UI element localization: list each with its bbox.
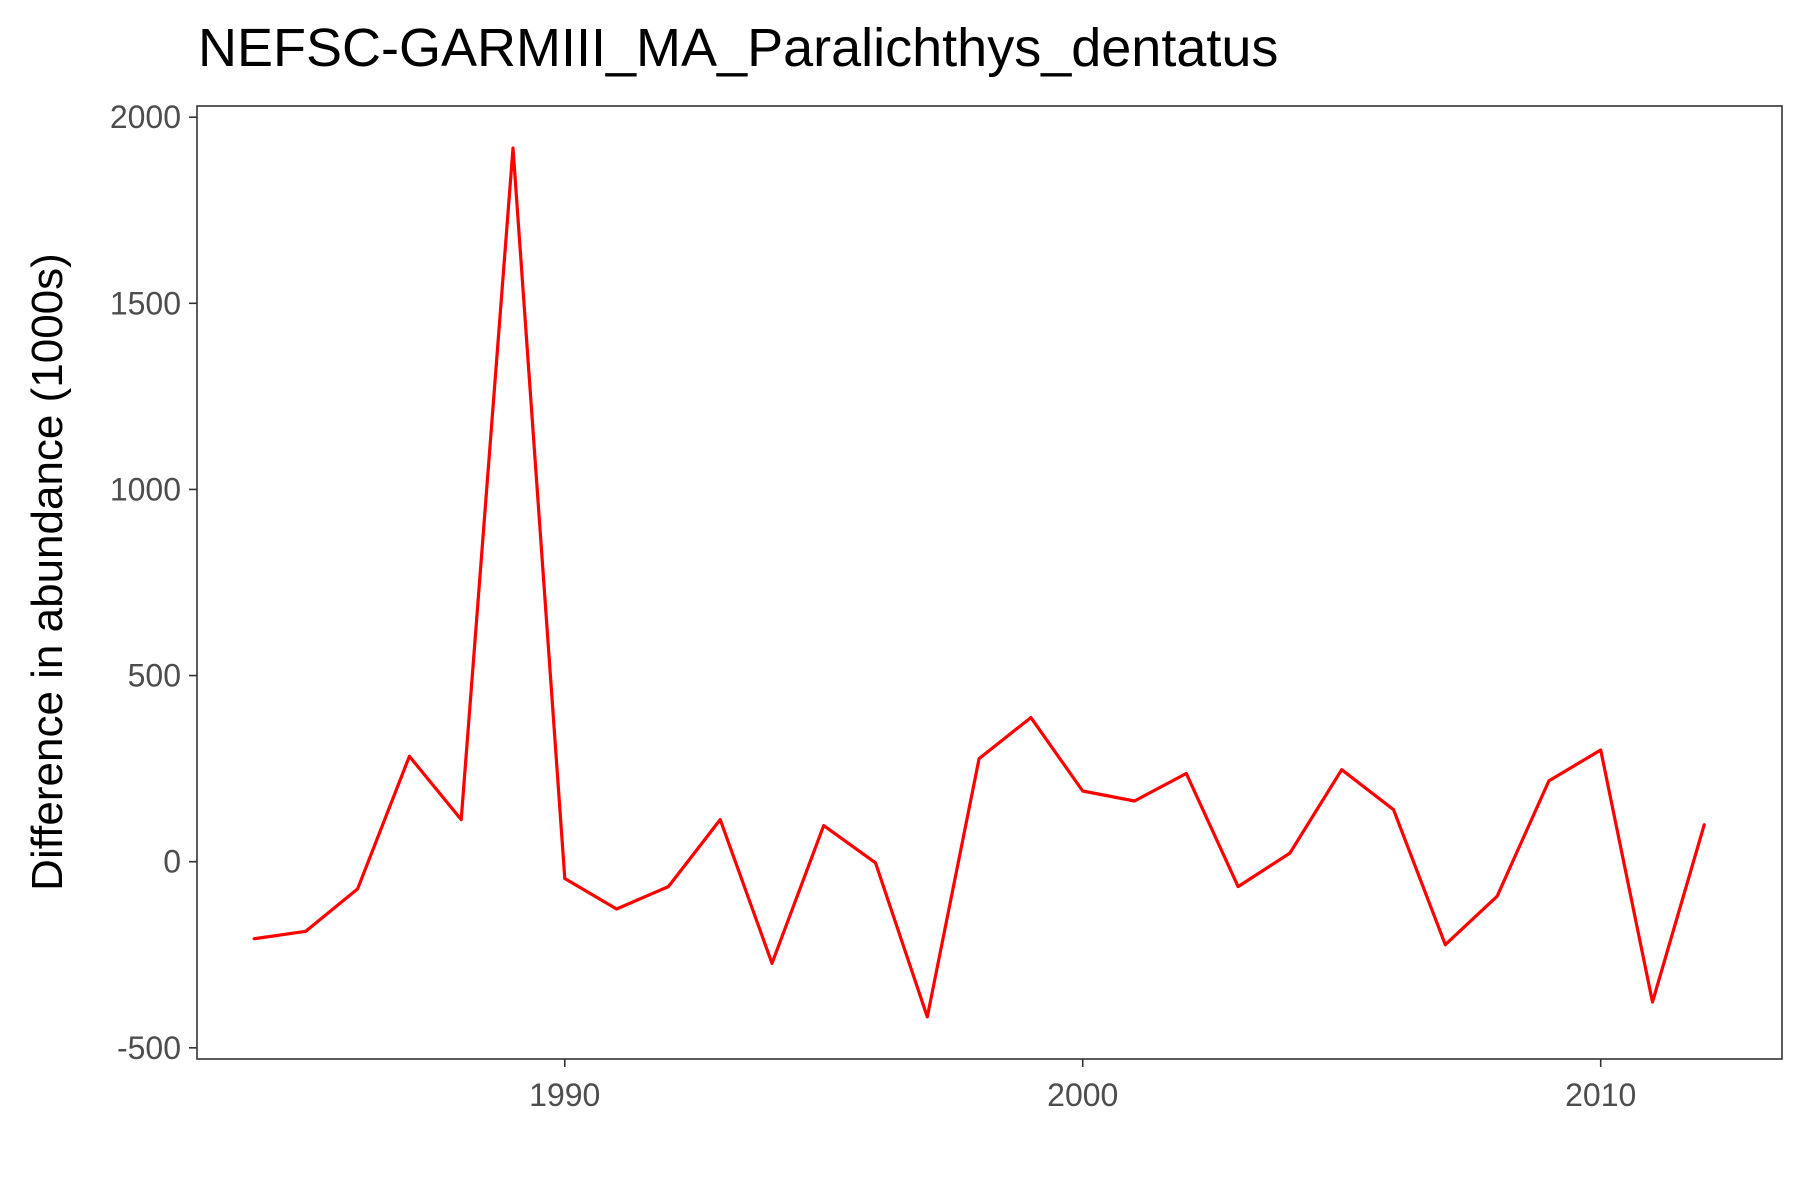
data-point bbox=[822, 824, 826, 827]
data-point bbox=[1702, 823, 1706, 826]
series-layer bbox=[252, 146, 1706, 1019]
y-tick-label: 0 bbox=[163, 844, 181, 880]
x-tick-label: 2010 bbox=[1565, 1077, 1636, 1113]
data-point bbox=[1495, 894, 1499, 898]
data-point bbox=[770, 961, 774, 965]
data-point bbox=[1133, 799, 1136, 803]
x-tick-label: 1990 bbox=[529, 1077, 600, 1113]
data-point bbox=[666, 885, 670, 889]
data-point bbox=[407, 754, 411, 758]
data-point bbox=[252, 937, 256, 941]
data-point bbox=[977, 757, 981, 760]
y-tick-label: 1500 bbox=[110, 285, 181, 321]
y-tick-label: -500 bbox=[117, 1030, 181, 1066]
data-point bbox=[1340, 768, 1344, 772]
data-point bbox=[1029, 716, 1033, 720]
y-axis-label: Difference in abundance (1000s) bbox=[23, 253, 72, 891]
data-point bbox=[1443, 943, 1447, 947]
y-tick-label: 500 bbox=[128, 658, 181, 694]
x-axis: 1990 2000 2010 bbox=[529, 1059, 1636, 1113]
data-point bbox=[563, 877, 567, 880]
y-tick-label: 1000 bbox=[110, 471, 181, 507]
data-point bbox=[1599, 748, 1603, 752]
data-point bbox=[459, 818, 463, 822]
data-point bbox=[304, 929, 308, 933]
data-point bbox=[718, 818, 722, 822]
data-point bbox=[1392, 808, 1395, 811]
plot-panel bbox=[196, 105, 1783, 1060]
data-point bbox=[1288, 851, 1292, 855]
data-point bbox=[1081, 789, 1085, 793]
data-point bbox=[1547, 779, 1551, 783]
data-point bbox=[356, 887, 359, 891]
data-point bbox=[511, 146, 515, 150]
x-tick-label: 2000 bbox=[1047, 1077, 1118, 1113]
y-axis: -500 0 500 1000 1500 2000 bbox=[110, 99, 197, 1066]
data-point bbox=[1236, 885, 1240, 889]
data-point bbox=[615, 907, 618, 911]
y-tick-label: 2000 bbox=[110, 99, 181, 135]
chart-title: NEFSC-GARMIII_MA_Paralichthys_dentatus bbox=[198, 18, 1278, 78]
data-point bbox=[1184, 772, 1188, 775]
data-point bbox=[874, 861, 877, 865]
data-point bbox=[925, 1015, 929, 1019]
data-point bbox=[1651, 1000, 1654, 1004]
